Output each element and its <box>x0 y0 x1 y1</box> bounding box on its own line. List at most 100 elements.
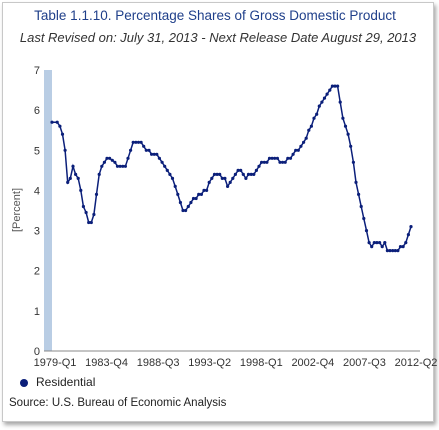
data-point <box>68 176 72 180</box>
data-point <box>197 192 201 196</box>
data-point <box>186 204 190 209</box>
data-point <box>252 172 256 176</box>
data-point <box>262 160 266 164</box>
data-point <box>207 180 211 184</box>
data-point <box>286 156 290 160</box>
data-point <box>168 172 172 176</box>
data-point <box>113 160 117 164</box>
data-point <box>223 176 227 180</box>
x-tick-label: 1993-Q2 <box>188 357 231 369</box>
data-point <box>233 172 237 176</box>
data-point <box>338 100 342 104</box>
data-point <box>349 144 353 148</box>
data-point <box>155 152 159 156</box>
data-point <box>254 168 258 172</box>
data-point <box>89 220 93 225</box>
data-point <box>357 192 361 196</box>
data-point <box>165 168 169 172</box>
data-point <box>71 164 75 168</box>
x-tick-labels: 1979-Q1 1983-Q4 1988-Q3 1993-Q2 1998-Q1 2002-… <box>34 357 438 369</box>
data-point <box>299 144 303 148</box>
data-point <box>136 140 141 144</box>
data-point <box>291 152 295 156</box>
y-axis-band <box>44 70 52 351</box>
data-point <box>281 160 285 164</box>
data-point <box>328 88 332 92</box>
data-point <box>375 241 379 245</box>
data-point <box>270 156 274 160</box>
y-tick-label: 1 <box>34 306 40 318</box>
data-point <box>275 156 279 160</box>
data-point <box>126 156 130 160</box>
data-point <box>354 180 358 184</box>
data-point <box>341 116 345 120</box>
data-point <box>406 233 410 237</box>
data-point <box>215 172 219 176</box>
data-point <box>401 245 405 249</box>
data-point <box>121 164 125 168</box>
chart-title: Table 1.1.10. Percentage Shares of Gross… <box>34 8 396 23</box>
data-point <box>66 180 70 184</box>
data-point <box>194 196 198 201</box>
data-point <box>383 241 387 245</box>
data-point <box>157 156 161 160</box>
data-point <box>288 156 293 160</box>
data-point <box>343 124 348 128</box>
data-point <box>231 176 235 180</box>
data-point <box>336 84 340 88</box>
data-point <box>202 188 206 192</box>
data-point <box>249 172 253 176</box>
legend-label-residential: Residential <box>36 375 96 389</box>
data-point <box>81 204 85 209</box>
data-point <box>278 160 282 164</box>
data-point <box>322 96 327 100</box>
data-point <box>118 164 122 168</box>
y-axis-label: [Percent] <box>11 188 23 232</box>
data-point <box>372 241 376 245</box>
data-point <box>309 124 313 128</box>
data-point <box>226 184 230 188</box>
data-point <box>236 168 240 172</box>
x-tick-label: 2002-Q4 <box>291 357 334 369</box>
data-point <box>97 172 101 176</box>
data-point <box>102 160 106 164</box>
y-tick-label: 5 <box>34 145 40 157</box>
data-point <box>312 116 316 120</box>
y-tick-label: 2 <box>34 266 40 278</box>
data-point <box>76 176 80 180</box>
data-point <box>60 132 65 136</box>
legend-marker-icon <box>20 378 28 387</box>
data-point <box>351 160 355 164</box>
data-point <box>294 148 298 152</box>
x-tick-label: 1979-Q1 <box>34 357 77 369</box>
data-point <box>87 220 91 225</box>
data-point <box>367 241 371 245</box>
data-point <box>139 140 143 144</box>
series-residential <box>50 84 413 253</box>
data-point <box>333 84 337 88</box>
data-point <box>74 172 78 176</box>
y-tick-label: 4 <box>34 185 40 197</box>
data-point <box>398 245 403 249</box>
data-point <box>388 249 392 253</box>
data-point <box>315 112 319 116</box>
data-point <box>210 176 214 180</box>
data-point <box>105 156 109 160</box>
data-point <box>144 148 148 152</box>
chart-subtitle: Last Revised on: July 31, 2013 - Next Re… <box>19 30 417 45</box>
data-point <box>385 249 389 253</box>
data-point <box>404 241 408 245</box>
data-point <box>241 172 245 176</box>
data-point <box>228 180 232 184</box>
data-point <box>380 245 384 249</box>
data-point <box>320 100 324 104</box>
data-point <box>160 160 164 164</box>
data-point <box>364 229 369 233</box>
data-point <box>239 168 243 172</box>
data-point <box>115 164 120 168</box>
data-point <box>178 200 182 205</box>
data-point <box>79 188 83 192</box>
data-point <box>393 249 397 253</box>
data-point <box>396 249 400 253</box>
data-point <box>189 200 193 205</box>
